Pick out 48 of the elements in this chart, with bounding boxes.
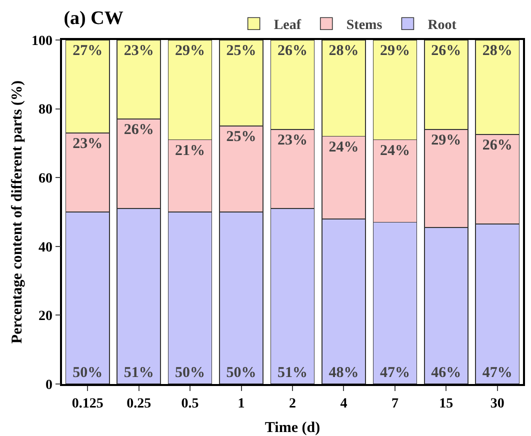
legend-label: Leaf (274, 18, 302, 34)
data-label: 50% (226, 365, 256, 381)
data-label: 21% (175, 142, 206, 159)
y-tick-label: 40 (38, 240, 52, 256)
data-label: 25% (226, 129, 256, 145)
data-label: 46% (431, 365, 462, 381)
data-label: 24% (380, 142, 410, 159)
x-tick-label: 1 (238, 396, 245, 412)
data-label: 29% (431, 132, 462, 148)
data-label: 26% (482, 138, 512, 154)
data-label: 26% (278, 43, 308, 59)
data-label: 25% (226, 43, 256, 59)
y-tick-label: 80 (38, 102, 52, 118)
data-label: 51% (278, 365, 308, 381)
data-label: 23% (278, 132, 308, 148)
x-tick-label: 15 (439, 396, 454, 412)
legend-label: Root (428, 18, 457, 34)
data-label: 50% (72, 365, 103, 381)
data-label: 48% (328, 365, 359, 381)
x-axis-title: Time (d) (264, 420, 320, 436)
x-tick-label: 2 (289, 396, 296, 412)
x-tick-label: 7 (391, 396, 398, 412)
data-label: 28% (328, 43, 359, 59)
data-label: 47% (380, 365, 410, 381)
chart-title: (a) CW (64, 8, 124, 30)
data-label: 26% (124, 122, 154, 138)
data-label: 23% (124, 43, 154, 59)
data-label: 23% (72, 136, 103, 152)
data-label: 51% (124, 365, 154, 381)
data-label: 47% (482, 365, 512, 381)
data-label: 28% (482, 43, 512, 59)
x-tick-label: 0.5 (181, 396, 199, 412)
data-label: 50% (175, 365, 206, 381)
y-tick-label: 60 (38, 172, 52, 186)
legend-label: Stems (346, 18, 383, 34)
data-label: 29% (175, 43, 206, 59)
x-tick-label: 0.25 (126, 396, 152, 412)
x-tick-label: 0.125 (72, 396, 104, 412)
y-tick-label: 0 (45, 378, 52, 393)
y-tick-label: 100 (31, 34, 52, 49)
data-label: 29% (380, 43, 410, 59)
y-axis-title: Percentage content of different parts (%) (10, 80, 26, 344)
x-tick-label: 4 (340, 396, 348, 412)
data-label: 26% (431, 43, 462, 59)
data-label: 27% (72, 43, 103, 59)
x-tick-label: 30 (490, 396, 504, 412)
y-tick-label: 20 (38, 309, 52, 324)
data-label: 24% (328, 139, 359, 156)
